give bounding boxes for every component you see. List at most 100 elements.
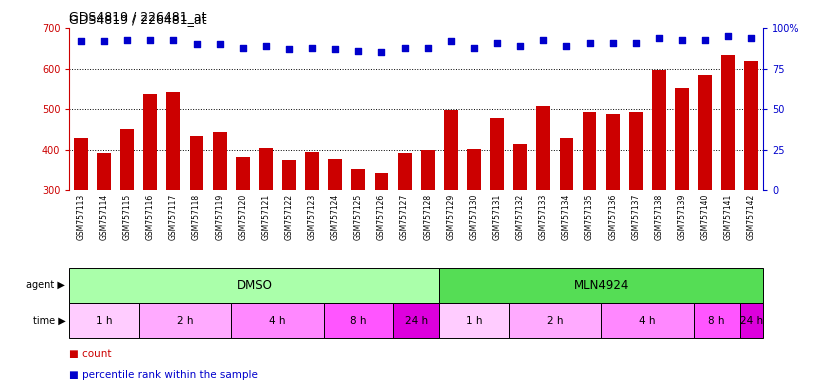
Text: 2 h: 2 h bbox=[547, 316, 563, 326]
Text: 24 h: 24 h bbox=[405, 316, 428, 326]
Text: GSM757117: GSM757117 bbox=[169, 194, 178, 240]
Bar bbox=[305, 152, 319, 190]
Text: GSM757140: GSM757140 bbox=[701, 194, 710, 240]
Bar bbox=[421, 150, 435, 190]
Text: GSM757128: GSM757128 bbox=[424, 194, 432, 240]
Bar bbox=[69, 268, 439, 303]
Point bbox=[444, 38, 457, 44]
Point bbox=[213, 41, 226, 48]
Bar bbox=[439, 268, 763, 303]
Point bbox=[352, 48, 365, 54]
Point bbox=[629, 40, 642, 46]
Point bbox=[745, 35, 758, 41]
Text: 8 h: 8 h bbox=[350, 316, 366, 326]
Bar bbox=[629, 113, 643, 190]
Bar bbox=[490, 118, 504, 190]
Text: GSM757125: GSM757125 bbox=[354, 194, 363, 240]
Bar bbox=[605, 114, 619, 190]
Point bbox=[652, 35, 665, 41]
Point bbox=[537, 36, 550, 43]
Bar bbox=[282, 160, 296, 190]
Text: 1 h: 1 h bbox=[95, 316, 113, 326]
Bar bbox=[213, 132, 227, 190]
Bar bbox=[393, 303, 439, 338]
Text: GSM757113: GSM757113 bbox=[77, 194, 86, 240]
Bar bbox=[601, 303, 694, 338]
Bar bbox=[740, 303, 763, 338]
Bar bbox=[236, 157, 250, 190]
Text: GSM757121: GSM757121 bbox=[261, 194, 270, 240]
Bar bbox=[744, 61, 758, 190]
Point bbox=[375, 50, 388, 56]
Point bbox=[282, 46, 295, 52]
Point bbox=[190, 41, 203, 48]
Bar bbox=[189, 136, 203, 190]
Point bbox=[121, 36, 134, 43]
Text: 1 h: 1 h bbox=[466, 316, 482, 326]
Text: GSM757120: GSM757120 bbox=[238, 194, 247, 240]
Bar bbox=[536, 106, 550, 190]
Point bbox=[259, 43, 273, 49]
Text: GSM757118: GSM757118 bbox=[192, 194, 201, 240]
Point bbox=[676, 36, 689, 43]
Bar bbox=[508, 303, 601, 338]
Text: GSM757132: GSM757132 bbox=[516, 194, 525, 240]
Text: ■ count: ■ count bbox=[69, 349, 112, 359]
Text: GSM757124: GSM757124 bbox=[330, 194, 339, 240]
Point bbox=[606, 40, 619, 46]
Text: GSM757116: GSM757116 bbox=[146, 194, 155, 240]
Bar bbox=[259, 148, 273, 190]
Point bbox=[698, 36, 712, 43]
Bar bbox=[74, 137, 88, 190]
Bar bbox=[721, 55, 735, 190]
Text: GSM757119: GSM757119 bbox=[215, 194, 224, 240]
Text: time ▶: time ▶ bbox=[33, 316, 65, 326]
Text: GSM757139: GSM757139 bbox=[677, 194, 686, 240]
Bar bbox=[120, 129, 134, 190]
Bar bbox=[166, 92, 180, 190]
Text: GSM757138: GSM757138 bbox=[654, 194, 663, 240]
Bar bbox=[328, 159, 342, 190]
Text: GSM757127: GSM757127 bbox=[400, 194, 409, 240]
Bar bbox=[144, 94, 157, 190]
Point bbox=[421, 45, 434, 51]
Text: GSM757115: GSM757115 bbox=[122, 194, 131, 240]
Text: GSM757134: GSM757134 bbox=[562, 194, 571, 240]
Bar bbox=[352, 169, 366, 190]
Text: GDS4819 / 226481_at: GDS4819 / 226481_at bbox=[69, 10, 207, 23]
Point bbox=[721, 33, 734, 39]
Text: 24 h: 24 h bbox=[740, 316, 763, 326]
Bar bbox=[698, 75, 712, 190]
Text: GSM757123: GSM757123 bbox=[308, 194, 317, 240]
Text: GSM757133: GSM757133 bbox=[539, 194, 548, 240]
Bar bbox=[439, 303, 508, 338]
Text: GSM757114: GSM757114 bbox=[100, 194, 109, 240]
Point bbox=[144, 36, 157, 43]
Bar bbox=[231, 303, 324, 338]
Point bbox=[329, 46, 342, 52]
Text: 2 h: 2 h bbox=[177, 316, 193, 326]
Bar bbox=[444, 111, 458, 190]
Text: MLN4924: MLN4924 bbox=[574, 279, 629, 292]
Point bbox=[513, 43, 526, 49]
Point bbox=[98, 38, 111, 44]
Point bbox=[560, 43, 573, 49]
Bar bbox=[583, 113, 596, 190]
Bar bbox=[139, 303, 231, 338]
Text: 4 h: 4 h bbox=[639, 316, 655, 326]
Point bbox=[468, 45, 481, 51]
Point bbox=[583, 40, 596, 46]
Bar bbox=[324, 303, 393, 338]
Text: agent ▶: agent ▶ bbox=[26, 280, 65, 290]
Text: GSM757141: GSM757141 bbox=[724, 194, 733, 240]
Bar bbox=[97, 152, 111, 190]
Text: GSM757135: GSM757135 bbox=[585, 194, 594, 240]
Point bbox=[236, 45, 249, 51]
Bar bbox=[375, 173, 388, 190]
Bar bbox=[694, 303, 740, 338]
Point bbox=[166, 36, 180, 43]
Text: GSM757131: GSM757131 bbox=[493, 194, 502, 240]
Text: GSM757129: GSM757129 bbox=[446, 194, 455, 240]
Point bbox=[305, 45, 318, 51]
Bar bbox=[652, 70, 666, 190]
